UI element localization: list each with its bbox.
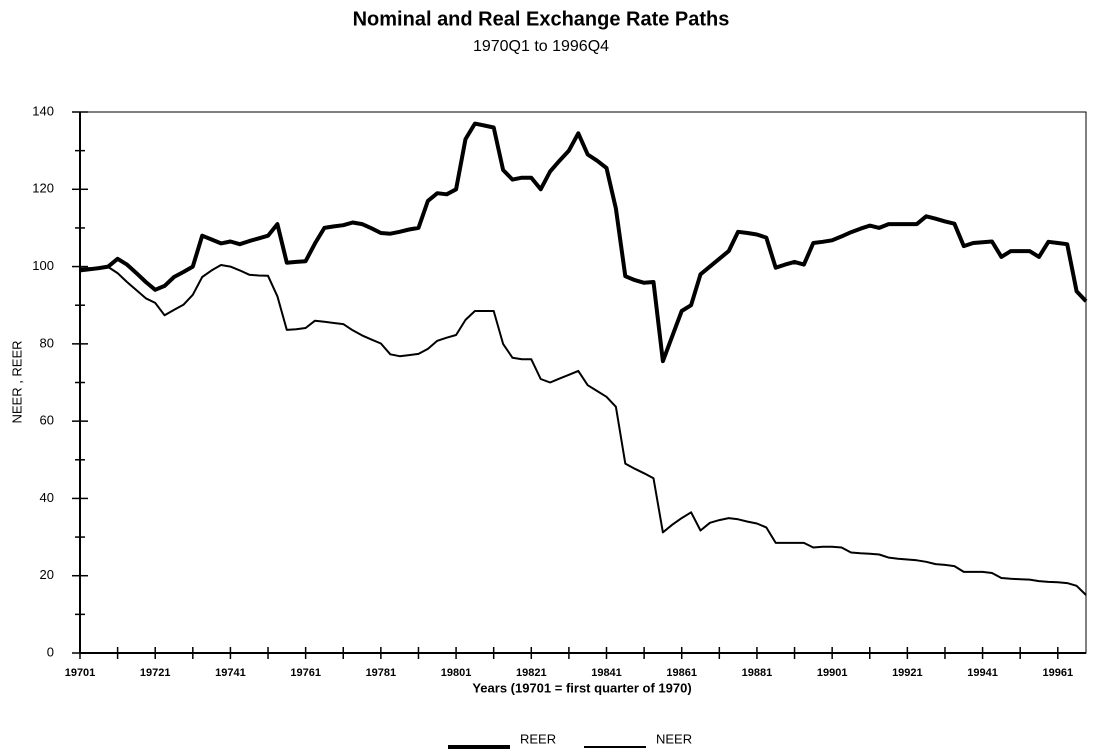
x-tick-label: 19701 bbox=[65, 667, 96, 679]
y-tick-label: 140 bbox=[32, 103, 54, 118]
x-tick-label: 19721 bbox=[140, 667, 171, 679]
y-tick-label: 0 bbox=[47, 644, 54, 659]
x-tick-label: 19801 bbox=[441, 667, 472, 679]
y-tick-label: 20 bbox=[40, 567, 54, 582]
x-tick-label: 19901 bbox=[817, 667, 848, 679]
x-tick-label: 19961 bbox=[1042, 667, 1073, 679]
y-tick-label: 120 bbox=[32, 181, 54, 196]
x-tick-label: 19741 bbox=[215, 667, 246, 679]
y-tick-label: 80 bbox=[40, 335, 54, 350]
x-axis-label: Years (19701 = first quarter of 1970) bbox=[472, 680, 691, 695]
legend-label: NEER bbox=[656, 731, 692, 746]
legend-label: REER bbox=[520, 731, 556, 746]
x-tick-label: 19821 bbox=[516, 667, 547, 679]
chart-subtitle: 1970Q1 to 1996Q4 bbox=[473, 38, 609, 55]
series-line bbox=[79, 264, 1087, 596]
x-tick-label: 19881 bbox=[742, 667, 773, 679]
y-tick-label: 100 bbox=[32, 258, 54, 273]
x-tick-label: 19941 bbox=[967, 667, 998, 679]
y-tick-label: 40 bbox=[40, 490, 54, 505]
x-tick-label: 19861 bbox=[666, 667, 697, 679]
x-tick-label: 19781 bbox=[366, 667, 397, 679]
plot-frame bbox=[79, 111, 1087, 654]
x-tick-label: 19761 bbox=[290, 667, 321, 679]
y-axis-label: NEER , REER bbox=[9, 340, 24, 423]
x-tick-label: 19841 bbox=[591, 667, 622, 679]
series-line bbox=[79, 121, 1088, 364]
y-tick-label: 60 bbox=[40, 413, 54, 428]
x-tick-label: 19921 bbox=[892, 667, 923, 679]
chart-title: Nominal and Real Exchange Rate Paths bbox=[353, 8, 730, 30]
